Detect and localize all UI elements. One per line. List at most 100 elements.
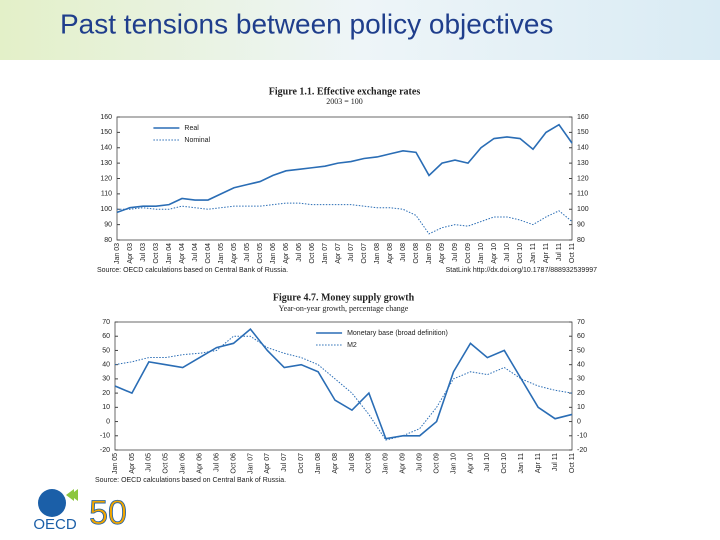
y2-tick-label: 70	[577, 319, 585, 326]
y2-tick-label: 160	[577, 114, 589, 121]
legend-label: Monetary base (broad definition)	[347, 330, 448, 337]
x-tick-label: Apr 11	[543, 243, 550, 263]
y2-tick-label: 50	[577, 347, 585, 354]
chart-subtitle: 2003 = 100	[326, 97, 363, 106]
y-tick-label: -10	[100, 433, 110, 440]
y-tick-label: 100	[100, 206, 112, 213]
y2-tick-label: 140	[577, 145, 589, 152]
y-tick-label: 90	[104, 221, 112, 228]
y2-tick-label: 120	[577, 175, 589, 182]
legend-label: M2	[347, 342, 357, 349]
y-tick-label: 160	[100, 114, 112, 121]
y2-tick-label: 0	[577, 418, 581, 425]
x-tick-label: Jul 10	[504, 243, 511, 262]
y2-tick-label: 60	[577, 333, 585, 340]
x-tick-label: Jan 09	[426, 243, 433, 264]
x-tick-label: Jul 06	[296, 243, 303, 262]
x-tick-label: Apr 06	[283, 243, 290, 264]
x-tick-label: Oct 07	[298, 453, 305, 474]
x-tick-label: Jul 07	[281, 453, 288, 472]
legend-label: Real	[184, 125, 199, 132]
y-tick-label: 50	[102, 347, 110, 354]
x-tick-label: Jul 11	[552, 453, 559, 471]
y2-tick-label: 150	[577, 129, 589, 136]
x-tick-label: Apr 05	[231, 243, 238, 264]
x-tick-label: Jul 04	[192, 243, 199, 262]
x-tick-label: Jan 06	[180, 453, 187, 474]
x-tick-label: Apr 07	[335, 243, 342, 264]
x-tick-label: Oct 05	[257, 243, 264, 264]
y-tick-label: 70	[102, 319, 110, 326]
y-tick-label: 140	[100, 145, 112, 152]
x-tick-label: Apr 09	[400, 453, 407, 474]
x-tick-label: Jan 04	[166, 243, 173, 264]
x-tick-label: Jul 11	[556, 243, 563, 261]
logo-anniversary: 50	[89, 494, 127, 532]
x-tick-label: Jan 08	[315, 453, 322, 474]
x-tick-label: Oct 04	[205, 243, 212, 264]
x-tick-label: Jul 10	[484, 453, 491, 472]
x-tick-label: Apr 08	[332, 453, 339, 474]
series-line	[117, 202, 573, 235]
x-tick-label: Oct 10	[517, 243, 524, 264]
logo-arrows	[66, 489, 78, 501]
chart-source: Source: OECD calculations based on Centr…	[95, 477, 286, 484]
x-tick-label: Oct 11	[569, 243, 576, 263]
chart-statlink: StatLink http://dx.doi.org/10.1787/88893…	[446, 267, 598, 274]
x-tick-label: Oct 07	[361, 243, 368, 264]
x-tick-label: Apr 10	[491, 243, 498, 264]
series-line	[114, 335, 573, 441]
chart-title: Figure 1.1. Effective exchange rates	[269, 86, 421, 97]
x-tick-label: Jan 07	[247, 453, 254, 474]
x-tick-label: Oct 10	[501, 453, 508, 474]
legend-label: Nominal	[184, 137, 210, 144]
y-tick-label: 120	[100, 175, 112, 182]
chart-subtitle: Year-on-year growth, percentage change	[279, 304, 409, 313]
x-tick-label: Jan 11	[530, 243, 537, 264]
x-tick-label: Jul 05	[146, 453, 153, 472]
x-tick-label: Jan 06	[270, 243, 277, 264]
x-tick-label: Jul 09	[417, 453, 424, 472]
slide-title: Past tensions between policy objectives	[60, 8, 553, 39]
x-tick-label: Jan 08	[374, 243, 381, 264]
y-tick-label: 40	[102, 362, 110, 369]
y-tick-label: 0	[106, 418, 110, 425]
chart-title: Figure 4.7. Money supply growth	[273, 292, 415, 303]
x-tick-label: Oct 06	[230, 453, 237, 474]
x-tick-label: Apr 11	[535, 453, 542, 473]
y-tick-label: 10	[102, 404, 110, 411]
x-tick-label: Jan 05	[218, 243, 225, 264]
x-tick-label: Jul 07	[348, 243, 355, 262]
oecd-logo: OECD 50	[33, 489, 127, 533]
x-tick-label: Jan 09	[383, 453, 390, 474]
y2-tick-label: 110	[577, 191, 588, 198]
y2-tick-label: -20	[577, 447, 587, 454]
y2-tick-label: 90	[577, 221, 585, 228]
x-tick-label: Jul 05	[244, 243, 251, 262]
y-tick-label: 110	[101, 191, 112, 198]
x-tick-label: Apr 07	[264, 453, 271, 474]
x-tick-label: Apr 10	[467, 453, 474, 474]
y2-tick-label: 20	[577, 390, 585, 397]
logo-globe	[38, 489, 66, 517]
x-tick-label: Jul 08	[400, 243, 407, 262]
x-tick-label: Oct 05	[163, 453, 170, 474]
x-tick-label: Jul 08	[349, 453, 356, 472]
y-tick-label: -20	[100, 447, 110, 454]
y-tick-label: 150	[100, 129, 112, 136]
x-tick-label: Apr 03	[127, 243, 134, 264]
x-tick-label: Jul 06	[213, 453, 220, 472]
y-tick-label: 60	[102, 333, 110, 340]
x-tick-label: Oct 03	[153, 243, 160, 264]
y2-tick-label: -10	[577, 433, 587, 440]
chart-source: Source: OECD calculations based on Centr…	[97, 267, 288, 274]
x-tick-label: Apr 05	[129, 453, 136, 474]
y2-tick-label: 100	[577, 206, 589, 213]
x-tick-label: Oct 06	[309, 243, 316, 264]
x-tick-label: Apr 04	[179, 243, 186, 264]
x-tick-label: Apr 09	[439, 243, 446, 264]
x-tick-label: Jan 07	[322, 243, 329, 264]
x-tick-label: Jan 10	[478, 243, 485, 264]
x-tick-label: Oct 09	[433, 453, 440, 474]
